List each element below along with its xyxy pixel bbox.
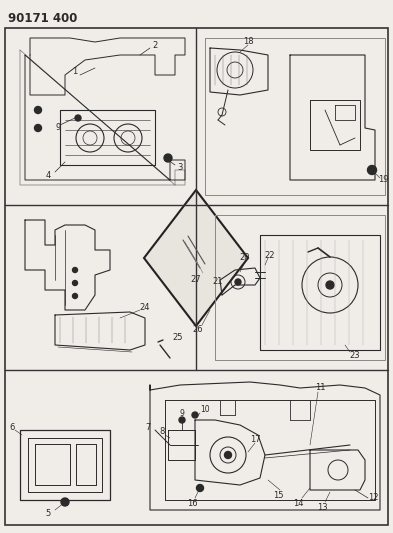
- Circle shape: [196, 484, 204, 491]
- Text: 4: 4: [45, 172, 51, 181]
- Circle shape: [164, 154, 172, 162]
- Text: 9: 9: [55, 124, 61, 133]
- Text: 16: 16: [187, 498, 197, 507]
- Circle shape: [235, 279, 241, 285]
- Circle shape: [35, 125, 42, 132]
- Text: 11: 11: [315, 384, 325, 392]
- Circle shape: [61, 498, 69, 506]
- Text: 25: 25: [173, 334, 183, 343]
- Text: 17: 17: [250, 435, 260, 445]
- Text: 27: 27: [191, 276, 201, 285]
- Text: 21: 21: [213, 278, 223, 287]
- Text: 90171 400: 90171 400: [8, 12, 77, 25]
- Text: 6: 6: [9, 423, 15, 432]
- Text: 15: 15: [273, 490, 283, 499]
- Text: 1: 1: [72, 68, 78, 77]
- Text: 3: 3: [177, 164, 183, 173]
- Circle shape: [367, 166, 376, 174]
- Polygon shape: [144, 190, 248, 326]
- Text: 7: 7: [145, 423, 151, 432]
- Text: 9: 9: [180, 409, 184, 418]
- Circle shape: [35, 107, 42, 114]
- Circle shape: [326, 281, 334, 289]
- Circle shape: [75, 115, 81, 121]
- Text: 8: 8: [159, 427, 165, 437]
- Circle shape: [224, 451, 231, 458]
- Text: 20: 20: [240, 254, 250, 262]
- Circle shape: [72, 280, 77, 286]
- Circle shape: [192, 412, 198, 418]
- Text: 13: 13: [317, 503, 327, 512]
- Text: 2: 2: [152, 41, 158, 50]
- Circle shape: [179, 417, 185, 423]
- Text: 24: 24: [140, 303, 150, 311]
- Text: 26: 26: [193, 326, 203, 335]
- Circle shape: [72, 294, 77, 298]
- Text: 19: 19: [378, 175, 388, 184]
- Text: 23: 23: [350, 351, 360, 359]
- Text: 10: 10: [200, 406, 210, 415]
- Text: 5: 5: [45, 508, 51, 518]
- Circle shape: [72, 268, 77, 272]
- Text: 12: 12: [368, 492, 378, 502]
- Text: 14: 14: [293, 498, 303, 507]
- Text: 22: 22: [265, 251, 275, 260]
- Text: 18: 18: [243, 37, 253, 46]
